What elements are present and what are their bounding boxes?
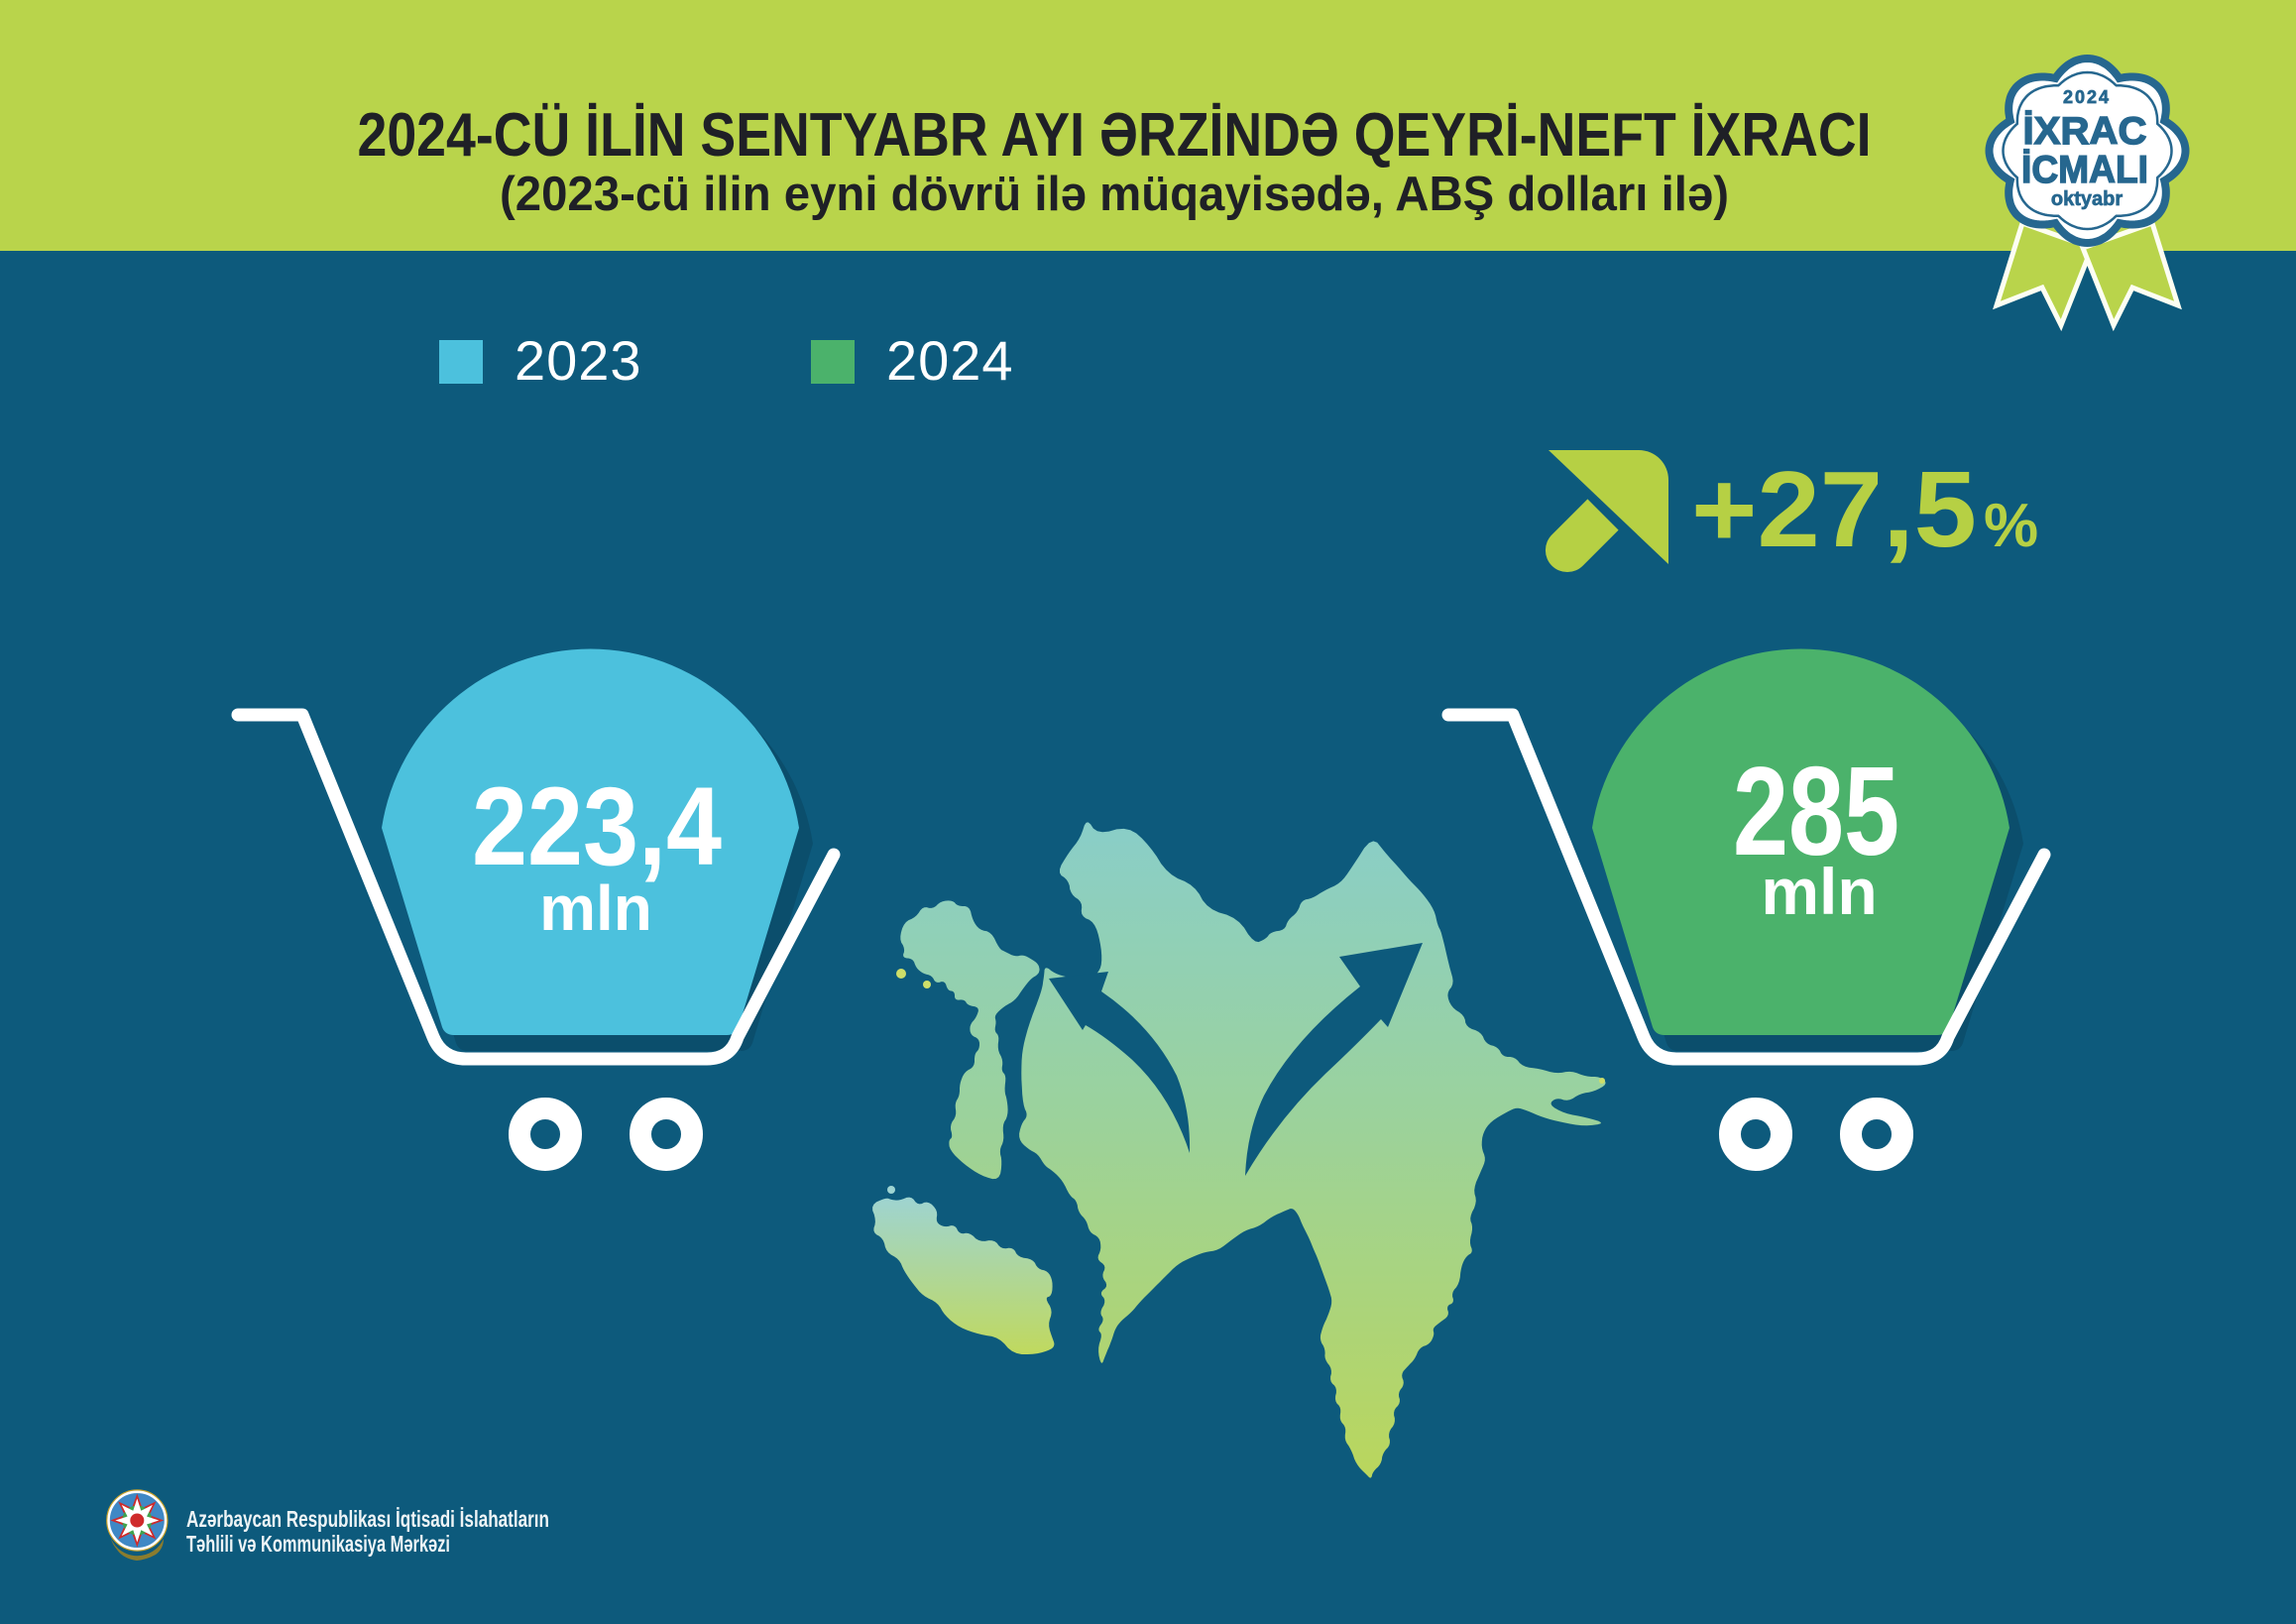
svg-text:2024: 2024 [886, 329, 1014, 392]
svg-text:+27,5: +27,5 [1691, 449, 1977, 570]
svg-text:2024-CÜ İLİN SENTYABR AYI ƏRZİ: 2024-CÜ İLİN SENTYABR AYI ƏRZİNDƏ QEYRİ-… [358, 101, 1872, 170]
svg-text:mln: mln [1761, 855, 1877, 928]
svg-text:%: % [1984, 492, 2038, 560]
svg-text:Təhlili və Kommunikasiya Mərkə: Təhlili və Kommunikasiya Mərkəzi [186, 1531, 450, 1557]
svg-text:mln: mln [539, 872, 652, 944]
svg-text:285: 285 [1733, 741, 1899, 881]
svg-text:2023: 2023 [515, 329, 642, 392]
svg-text:(2023-cü ilin eyni dövrü ilə m: (2023-cü ilin eyni dövrü ilə müqayisədə,… [500, 168, 1729, 221]
svg-text:223,4: 223,4 [472, 764, 722, 888]
svg-text:2024: 2024 [2063, 87, 2111, 107]
svg-text:Azərbaycan Respublikası İqtisa: Azərbaycan Respublikası İqtisadi İslahat… [186, 1506, 549, 1532]
svg-text:İXRAC: İXRAC [2023, 110, 2147, 153]
svg-text:İCMALI: İCMALI [2021, 149, 2148, 191]
svg-text:oktyabr: oktyabr [2051, 188, 2123, 210]
